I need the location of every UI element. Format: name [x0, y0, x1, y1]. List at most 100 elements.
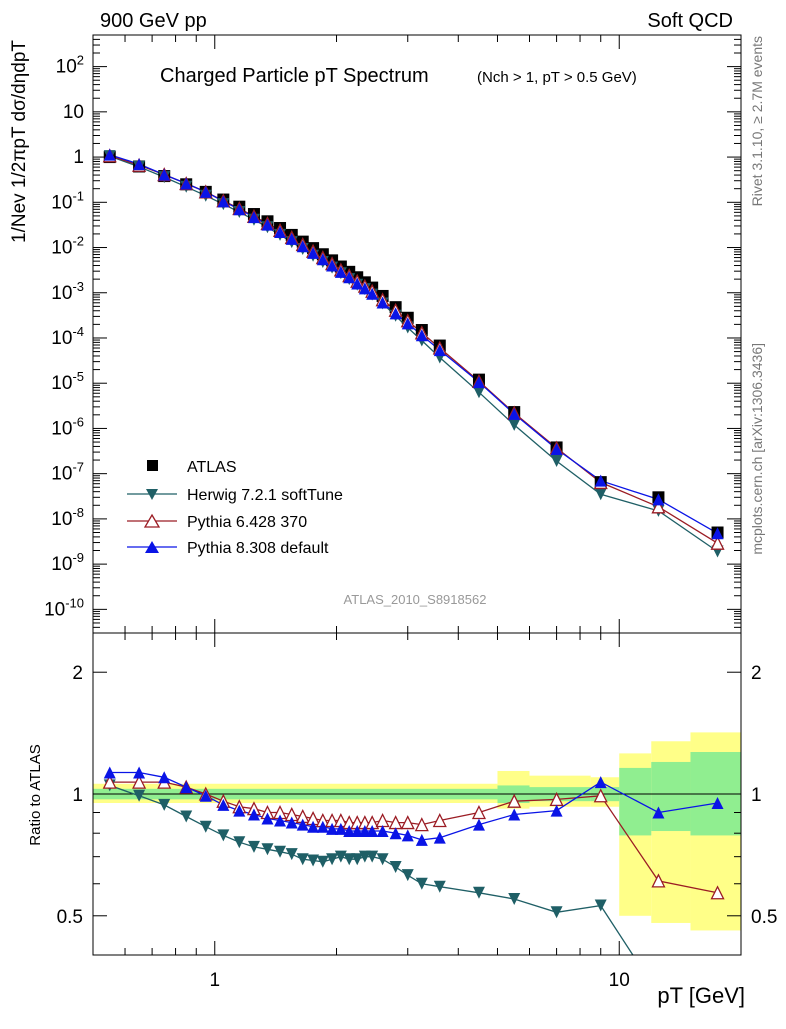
main-data-point [233, 203, 246, 216]
ratio-data-point [351, 825, 364, 838]
main-y-tick-label: 10-9 [51, 550, 84, 575]
ratio-data-point [199, 820, 212, 833]
ratio-data-point [471, 805, 487, 820]
ratio-data-point [376, 853, 389, 866]
ratio-data-point [472, 886, 485, 899]
main-data-point [307, 246, 320, 259]
ratio-data-point [508, 808, 521, 821]
main-data-point [334, 265, 347, 278]
ratio-y-tick-label-right: 1 [751, 785, 762, 806]
main-data-point [594, 474, 607, 487]
main-series-group [102, 148, 725, 558]
legend-label-herwig: Herwig 7.2.1 softTune [187, 487, 343, 504]
main-y-axis-label: 1/Nev 1/2πpT dσ/dηdpT [9, 40, 30, 243]
x-tick-label: 1 [209, 970, 220, 991]
x-tick-label: 10 [609, 970, 630, 991]
ratio-data-point [158, 771, 171, 784]
ratio-data-point [550, 906, 563, 919]
ratio-data-point [472, 818, 485, 831]
ratio-data-point [433, 831, 446, 844]
main-y-tick-label: 102 [56, 53, 84, 78]
ratio-data-point [651, 873, 666, 888]
main-y-tick-label: 10-8 [51, 505, 84, 530]
main-data-point [296, 240, 309, 253]
legend-label-atlas: ATLAS [187, 459, 237, 476]
main-data-point [376, 296, 389, 309]
main-watermark: ATLAS_2010_S8918562 [344, 592, 487, 607]
main-chart-subtitle: (Nch > 1, pT > 0.5 GeV) [477, 69, 637, 86]
ratio-data-point [351, 853, 364, 866]
ratio-series-group [102, 766, 725, 955]
ratio-data-point [102, 774, 117, 789]
main-data-point [316, 253, 329, 266]
main-data-point [389, 307, 402, 320]
main-y-tick-label: 10-2 [51, 234, 84, 259]
ratio-data-point [508, 893, 521, 906]
main-y-tick-label: 10-1 [51, 188, 84, 213]
main-data-point [326, 259, 339, 272]
main-data-point [433, 344, 446, 357]
main-data-point [343, 271, 356, 284]
main-data-point [103, 148, 116, 161]
ratio-data-point [652, 806, 665, 819]
ratio-data-point [217, 798, 230, 811]
main-panel: 10-10 10-9 10-8 10-7 10-6 10-5 10-4 10-3 10-2 10-… [9, 34, 742, 634]
ratio-panel: 1 10 0.5 0.5 1 1 2 2 Ratio to ATLAS pT [GeV] [27, 632, 777, 1008]
ratio-data-point [594, 899, 607, 912]
ratio-data-point [326, 853, 339, 866]
side-label-bottom: mcplots.cern.ch [arXiv:1306.3436] [749, 343, 765, 555]
ratio-data-point [400, 815, 415, 830]
main-axis-ticks: 10-10 10-9 10-8 10-7 10-6 10-5 10-4 10-3 10-2 10-… [44, 34, 742, 634]
ratio-data-point [261, 812, 274, 825]
main-data-point [508, 418, 521, 431]
main-data-point [351, 277, 364, 290]
ratio-data-point [307, 820, 320, 833]
ratio-data-point [133, 789, 146, 802]
ratio-y-tick-label-left: 1 [72, 785, 83, 806]
ratio-data-point [296, 853, 309, 866]
legend-marker-atlas [147, 460, 158, 471]
ratio-data-point [401, 869, 414, 882]
ratio-data-point [103, 766, 116, 779]
main-series-line [109, 155, 718, 544]
stat-band [619, 767, 652, 836]
main-data-point [594, 488, 607, 501]
ratio-data-point [710, 885, 725, 900]
ratio-y-axis-label: Ratio to ATLAS [27, 744, 44, 845]
legend-marker-pythia6 [143, 513, 161, 528]
ratio-data-point [593, 788, 608, 803]
ratio-data-point [401, 829, 414, 842]
ratio-data-point [376, 825, 389, 838]
legend: ATLAS Herwig 7.2.1 softTune Pythia 6.428… [127, 459, 343, 557]
ratio-data-point [199, 789, 212, 802]
header-left: 900 GeV pp [100, 10, 207, 32]
ratio-data-point [274, 814, 287, 827]
side-label-top: Rivet 3.1.10, ≥ 2.7M events [749, 36, 765, 206]
ratio-y-tick-label-left: 0.5 [57, 907, 83, 928]
ratio-data-point [217, 829, 230, 842]
ratio-data-point [285, 816, 298, 829]
main-data-point [158, 168, 171, 181]
main-data-point [415, 329, 428, 342]
main-y-tick-label: 10-7 [51, 460, 84, 485]
x-axis-label: pT [GeV] [657, 983, 745, 1008]
main-chart-title: Charged Particle pT Spectrum [160, 65, 429, 87]
ratio-data-point [261, 843, 274, 856]
main-data-point [285, 232, 298, 245]
main-y-tick-label: 10 [63, 102, 84, 123]
ratio-data-point [343, 825, 356, 838]
main-data-point [508, 407, 521, 420]
ratio-y-tick-label-left: 2 [72, 663, 83, 684]
ratio-data-point [158, 798, 171, 811]
main-data-point [247, 211, 260, 224]
ratio-data-point [307, 854, 320, 867]
main-series-line [109, 154, 718, 534]
ratio-data-point [180, 810, 193, 823]
ratio-data-point [711, 797, 724, 810]
header-right: Soft QCD [647, 10, 733, 32]
ratio-data-point [375, 813, 390, 828]
main-data-point [261, 218, 274, 231]
main-data-point [180, 177, 193, 190]
ratio-axis-ticks: 1 10 0.5 0.5 1 1 2 2 [57, 633, 777, 991]
